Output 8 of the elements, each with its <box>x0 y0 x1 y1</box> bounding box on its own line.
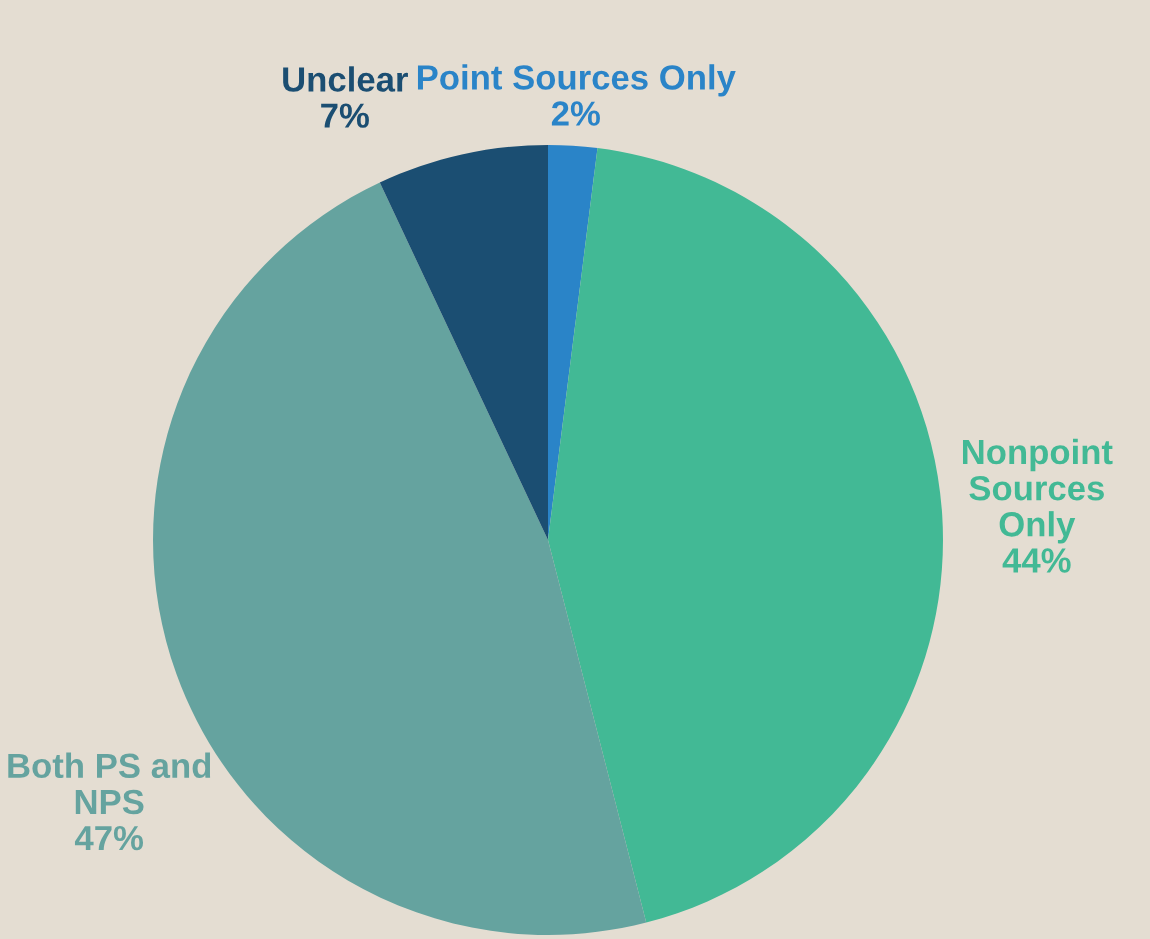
data-label: 44% <box>1002 548 1071 573</box>
slice-label: Nonpoint Sources Only <box>962 438 1113 544</box>
data-label: 47% <box>74 825 144 851</box>
data-label: 2% <box>551 101 600 126</box>
slice-label: Both PS and NPS <box>8 752 211 815</box>
data-label: 7% <box>321 103 369 128</box>
slice-label: Unclear <box>283 66 408 92</box>
slice-label: Point Sources Only <box>417 64 736 97</box>
